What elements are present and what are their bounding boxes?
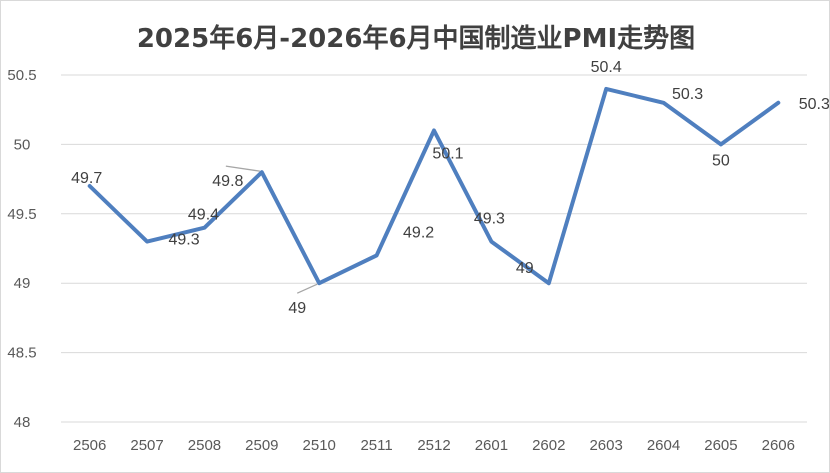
x-tick-label: 2511 xyxy=(360,437,392,454)
x-axis-ticks: 2506 2507 2508 2509 2510 2511 2512 2601 2602 2603… xyxy=(73,437,795,454)
x-tick-label: 2601 xyxy=(475,437,508,454)
chart-title: 2025年6月-2026年6月中国制造业PMI走势图 xyxy=(137,23,695,54)
data-label: 50 xyxy=(712,152,730,169)
data-label: 50.1 xyxy=(432,146,463,163)
x-tick-label: 2509 xyxy=(245,437,278,454)
data-label: 50.4 xyxy=(591,59,622,76)
label-leader-lines xyxy=(225,165,318,294)
data-label: 49.8 xyxy=(212,173,243,190)
x-tick-label: 2604 xyxy=(647,437,680,454)
x-tick-label: 2506 xyxy=(73,437,106,454)
y-tick-label: 50 xyxy=(14,136,31,153)
x-tick-label: 2507 xyxy=(130,437,163,454)
x-tick-label: 2602 xyxy=(532,437,565,454)
x-tick-label: 2606 xyxy=(762,437,795,454)
data-label: 49.2 xyxy=(403,224,434,241)
x-tick-label: 2603 xyxy=(589,437,622,454)
y-tick-label: 48.5 xyxy=(7,345,36,362)
data-labels: 49.7 49.3 49.4 49.8 49 49.2 50.1 49.3 49 50.4 50.3… xyxy=(71,59,829,317)
data-label: 49.3 xyxy=(169,232,200,249)
series-pmi xyxy=(87,86,781,286)
data-label: 49.3 xyxy=(474,211,505,228)
y-tick-label: 49.5 xyxy=(7,206,36,223)
data-label: 49 xyxy=(288,300,306,317)
y-tick-label: 48 xyxy=(14,414,31,431)
data-label: 49.4 xyxy=(188,207,219,224)
y-tick-label: 49 xyxy=(14,275,31,292)
x-tick-label: 2512 xyxy=(417,437,450,454)
x-tick-label: 2605 xyxy=(704,437,737,454)
y-tick-label: 50.5 xyxy=(7,67,36,84)
leader-line xyxy=(225,165,260,172)
data-label: 49.7 xyxy=(71,170,102,187)
gridlines xyxy=(61,74,807,423)
data-label: 49 xyxy=(516,260,534,277)
leader-line xyxy=(296,283,318,294)
data-label: 50.3 xyxy=(672,86,703,103)
series-line xyxy=(87,86,781,286)
x-tick-label: 2510 xyxy=(303,437,336,454)
data-label: 50.3 xyxy=(799,96,829,113)
x-tick-label: 2508 xyxy=(188,437,221,454)
y-axis-ticks: 48 48.5 49 49.5 50 50.5 xyxy=(7,67,36,431)
